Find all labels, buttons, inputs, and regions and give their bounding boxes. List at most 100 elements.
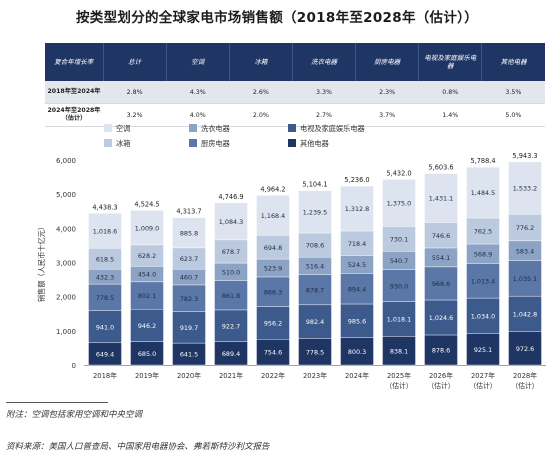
bar-segment: [298, 274, 332, 306]
bar-segment: [382, 179, 416, 227]
legend-swatch: [189, 139, 197, 147]
bar-segment-value: 685.0: [138, 350, 156, 358]
legend-swatch: [104, 124, 112, 132]
bar-segment-value: 540.7: [390, 257, 408, 265]
cagr-header-cell: 冰箱: [229, 43, 293, 81]
bar-segment: [466, 333, 500, 366]
bar-segment: [256, 276, 290, 307]
bar-segment-value: 718.4: [348, 240, 366, 248]
cagr-cell: 5.0%: [481, 103, 545, 127]
x-tick-label: 2019年: [135, 371, 159, 380]
bar-segment-value: 861.8: [222, 292, 240, 300]
bar-segment-value: 838.1: [390, 347, 408, 355]
bar-segment-value: 1,042.8: [513, 311, 537, 319]
x-tick-label: 2022年: [261, 371, 285, 380]
cagr-cell: 0.8%: [418, 81, 482, 104]
bar-segment-value: 524.5: [348, 261, 366, 269]
cagr-header-cell: 电视及家庭娱乐电器: [418, 43, 483, 81]
bar-segment: [88, 213, 122, 249]
chart-title: 按类型划分的全球家电市场销售额（2018年至2028年（估计））: [76, 10, 478, 26]
cagr-header-cell: 复合年增长率: [45, 43, 104, 81]
x-tick-label: 2026年: [429, 371, 453, 380]
bar-segment: [172, 284, 206, 312]
legend-swatch: [288, 124, 296, 132]
y-tick-label: 2,000: [56, 294, 76, 302]
bar-segment-value: 554.1: [432, 254, 450, 262]
bar-segment-value: 1,375.0: [387, 199, 411, 207]
bar-segment-value: 1,018.6: [93, 227, 117, 235]
bar-segment-value: 946.2: [138, 322, 156, 330]
bar-segment-value: 641.5: [180, 351, 198, 359]
x-tick-label: 2028年: [513, 371, 537, 380]
cagr-cell: 2.7%: [292, 103, 356, 127]
cagr-cell: 2.8%: [103, 81, 167, 104]
bar-segment: [424, 299, 458, 336]
bar-segment: [382, 336, 416, 366]
bar-segment: [424, 334, 458, 366]
bar-segment: [172, 217, 206, 249]
bar-total-label: 5,603.6: [428, 164, 453, 172]
bar-segment: [256, 195, 290, 236]
bar-segment: [256, 339, 290, 366]
bar-total-label: 5,943.3: [512, 152, 537, 160]
legend-label: 洗衣电器: [201, 124, 230, 133]
cagr-header-cell: 其他电器: [481, 43, 545, 81]
bar-segment: [508, 331, 542, 366]
bar-segment-value: 516.4: [306, 263, 324, 271]
bar-segment: [214, 202, 248, 241]
source-note: 资料来源：美国人口普查局、中国家用电器协会、弗若斯特沙利文报告: [6, 442, 270, 452]
bar-segment-value: 930.0: [390, 282, 408, 290]
legend-swatch: [104, 139, 112, 147]
bar-segment-value: 694.8: [264, 244, 282, 252]
bar-segment: [88, 310, 122, 344]
bar-segment-value: 1,024.6: [429, 314, 453, 322]
bar-segment: [382, 226, 416, 252]
bar-total-label: 4,524.5: [134, 200, 159, 208]
bar-segment-value: 454.0: [138, 271, 156, 279]
cagr-cell: 4.3%: [166, 81, 230, 104]
bar-segment-value: 1,034.0: [471, 312, 495, 320]
bar-segment-value: 885.8: [180, 229, 198, 237]
x-tick-label: 2018年: [93, 371, 117, 380]
bar-segment: [466, 263, 500, 299]
cagr-cell: 3.5%: [481, 81, 545, 104]
bar-segment-value: 778.5: [96, 294, 114, 302]
bar-segment: [382, 269, 416, 302]
bar-segment: [466, 217, 500, 245]
footnote: 附注：空调包括家用空调和中央空调: [6, 410, 143, 420]
bar-total-label: 4,746.9: [218, 193, 243, 201]
bar-segment-value: 1,035.1: [513, 275, 537, 283]
x-tick-label: 2021年: [219, 371, 243, 380]
bar-segment-value: 649.4: [96, 351, 114, 359]
bar-segment-value: 776.2: [516, 224, 534, 232]
bar-segment-value: 432.3: [96, 273, 114, 281]
bar-total-label: 5,104.1: [302, 181, 327, 189]
bar-segment: [424, 266, 458, 301]
x-tick-label-note: （估计）: [469, 381, 496, 390]
cagr-header-row: 复合年增长率 总计 空调 冰箱 洗衣电器 厨房电器 电视及家庭娱乐电器 其他电器: [45, 43, 545, 81]
bar-segment-value: 689.4: [222, 350, 240, 358]
legend-label: 电视及家庭娱乐电器: [300, 124, 365, 133]
cagr-cell: 3.3%: [292, 81, 356, 104]
y-tick-label: 0: [72, 362, 76, 370]
bar-segment: [340, 185, 374, 232]
bar-segment-value: 730.1: [390, 235, 408, 243]
legend-label: 其他电器: [300, 139, 329, 148]
x-tick-label-note: （估计）: [385, 381, 412, 390]
bar-segment: [298, 190, 332, 234]
bar-segment: [340, 230, 374, 256]
bar-total-label: 5,432.0: [386, 169, 411, 177]
footnote-divider: [6, 402, 108, 403]
bar-segment-value: 866.3: [264, 288, 282, 296]
bar-segment: [298, 232, 332, 258]
bar-segment: [298, 304, 332, 339]
bar-segment-value: 778.5: [306, 348, 324, 356]
bar-segment: [340, 337, 374, 366]
x-tick-label: 2020年: [177, 371, 201, 380]
bar-segment-value: 583.4: [516, 247, 534, 255]
cagr-cell: 4.0%: [166, 103, 230, 127]
cagr-row: 2018年至2024年 2.8% 4.3% 2.6% 3.3% 2.3% 0.8…: [45, 81, 545, 104]
cagr-row-label: 2024年至2028年（估计）: [45, 103, 103, 127]
bar-segment-value: 1,431.1: [429, 195, 453, 203]
